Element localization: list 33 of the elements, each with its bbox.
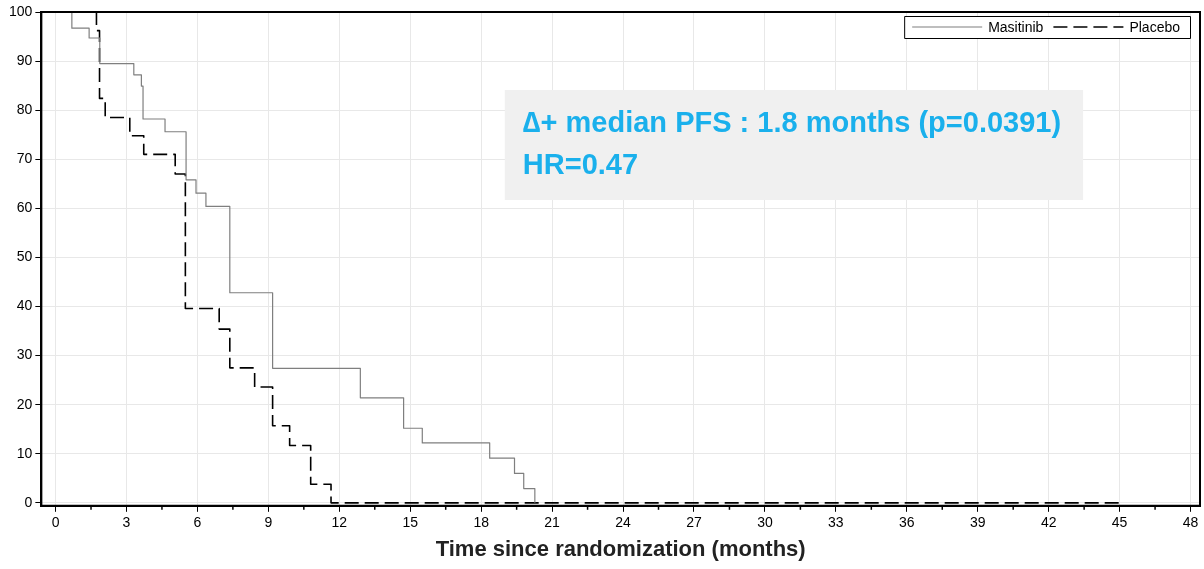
annotation: HR=0.47 — [522, 148, 639, 180]
y-tick-label: 0 — [24, 493, 33, 510]
x-tick-label: 48 — [1182, 514, 1199, 531]
y-tick-label: 90 — [16, 51, 33, 68]
legend-label: Masitinib — [988, 18, 1044, 35]
y-tick-label: 30 — [16, 346, 33, 363]
x-axis-title: Time since randomization (months) — [435, 535, 806, 561]
x-tick-label: 21 — [544, 514, 561, 531]
x-tick-label: 15 — [402, 514, 419, 531]
legend-label: Placebo — [1129, 18, 1181, 35]
x-tick-label: 3 — [122, 514, 131, 531]
y-tick-label: 60 — [16, 199, 33, 216]
annotation: ∆+ median PFS : 1.8 months (p=0.0391) — [522, 106, 1062, 138]
x-tick-label: 9 — [264, 514, 273, 531]
x-tick-label: 36 — [899, 514, 915, 531]
y-tick-label: 20 — [16, 395, 33, 412]
y-tick-label: 70 — [16, 150, 33, 167]
x-tick-label: 30 — [757, 514, 773, 531]
y-tick-label: 100 — [9, 2, 33, 19]
x-tick-label: 27 — [686, 514, 702, 531]
x-tick-label: 6 — [193, 514, 202, 531]
y-tick-label: 50 — [16, 248, 33, 265]
x-tick-label: 12 — [331, 514, 348, 531]
y-tick-label: 40 — [16, 297, 33, 314]
x-tick-label: 0 — [51, 514, 60, 531]
x-tick-label: 18 — [473, 514, 490, 531]
x-tick-label: 39 — [969, 514, 986, 531]
y-tick-label: 10 — [16, 444, 33, 461]
x-tick-label: 33 — [828, 514, 844, 531]
x-tick-label: 42 — [1040, 514, 1057, 531]
y-tick-label: 80 — [16, 101, 33, 118]
x-tick-label: 24 — [615, 514, 632, 531]
x-tick-label: 45 — [1111, 514, 1128, 531]
